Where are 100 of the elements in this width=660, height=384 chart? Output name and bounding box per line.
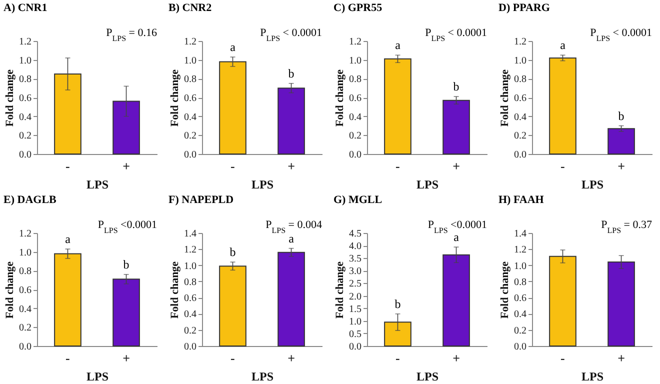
annotation: b [230, 245, 236, 260]
y-tick-label: 0.6 [19, 285, 32, 296]
y-tick-label: 0.6 [184, 93, 196, 104]
x-axis-title: LPS [86, 178, 109, 192]
annotation: a [560, 38, 566, 52]
y-tick-label: 2.0 [349, 291, 362, 302]
x-axis-title: LPS [416, 370, 439, 384]
y-axis-title: Fold change [334, 261, 346, 319]
y-tick-label: 1.2 [184, 36, 196, 48]
y-tick-label: 1.0 [19, 247, 32, 258]
annotation: b [123, 257, 130, 272]
x-axis-title: LPS [581, 178, 604, 192]
x-tick-label: - [66, 350, 70, 366]
y-tick-label: 3.5 [349, 254, 362, 265]
y-tick-label: 0.8 [19, 266, 32, 278]
x-tick-label: + [452, 158, 460, 174]
x-axis-title: LPS [86, 370, 109, 384]
x-axis-title: LPS [581, 370, 604, 384]
annotation: a [65, 232, 72, 246]
y-tick-label: 0.2 [19, 130, 32, 142]
y-tick-label: 0.4 [514, 309, 526, 320]
y-axis-title: Fold change [4, 69, 16, 127]
x-tick-label: + [288, 350, 295, 366]
annotation: b [618, 108, 624, 123]
y-tick-label: 1.4 [184, 228, 196, 240]
annotation: b [394, 296, 401, 311]
x-tick-label: - [396, 158, 400, 174]
chart-title: E) DAGLB [4, 194, 58, 206]
x-tick-label: + [452, 350, 460, 366]
y-tick-label: 1.0 [349, 316, 362, 328]
y-tick-label: 0.0 [184, 342, 196, 352]
y-tick-label: 1.4 [514, 228, 526, 240]
y-tick-label: 0.6 [349, 93, 362, 104]
y-tick-label: 0.2 [184, 130, 196, 142]
x-tick-label: - [230, 350, 235, 366]
y-tick-label: 0.6 [184, 293, 196, 304]
y-axis-title: Fold change [4, 261, 16, 319]
y-tick-label: 0.0 [349, 342, 362, 352]
x-axis-title: LPS [416, 178, 439, 192]
y-tick-label: 1.0 [184, 260, 196, 272]
y-tick-label: 0.4 [19, 112, 32, 123]
y-tick-label: 0.5 [349, 328, 362, 340]
y-tick-label: 2.5 [349, 278, 362, 290]
annotation: a [230, 40, 236, 54]
chart-title: A) CNR1 [4, 2, 48, 14]
y-tick-label: 0.4 [349, 112, 362, 123]
x-tick-label: - [396, 350, 400, 366]
y-tick-label: 1.0 [349, 55, 362, 66]
y-tick-label: 0.8 [19, 74, 32, 86]
y-tick-label: 0.2 [349, 130, 362, 142]
y-tick-label: 0.2 [19, 322, 32, 334]
y-tick-label: 1.2 [19, 36, 32, 48]
y-tick-label: 1.2 [184, 244, 196, 256]
y-tick-label: 0.2 [514, 325, 526, 336]
annotation: P$_{LPS}$ = 0.16 [106, 27, 158, 42]
y-tick-label: 0.4 [19, 304, 32, 315]
x-tick-label: + [122, 158, 130, 174]
y-tick-label: 1.0 [514, 55, 526, 66]
y-tick-label: 0.4 [184, 309, 196, 320]
x-axis-title: LPS [251, 178, 274, 192]
y-tick-label: 0.0 [19, 342, 32, 352]
annotation: b [453, 80, 460, 94]
chart-title: B) CNR2 [168, 2, 212, 14]
x-tick-label: + [122, 350, 130, 366]
y-tick-label: 0.0 [184, 150, 196, 160]
y-tick-label: 0.0 [514, 342, 526, 352]
y-tick-label: 0.0 [19, 150, 32, 160]
y-tick-label: 1.0 [514, 260, 526, 272]
y-tick-label: 0.8 [514, 276, 526, 288]
y-axis-title: Fold change [334, 69, 346, 127]
y-tick-label: 0.8 [349, 74, 362, 86]
y-tick-label: 4.5 [349, 228, 362, 240]
y-tick-label: 1.2 [514, 244, 526, 256]
y-tick-label: 0.6 [19, 93, 32, 104]
y-tick-label: 1.2 [349, 36, 362, 48]
annotation: a [395, 38, 402, 52]
y-tick-label: 0.4 [184, 112, 196, 123]
annotation: P$_{LPS}$ < 0.0001 [260, 27, 322, 42]
chart-title: F) NAPEPLD [168, 194, 234, 206]
y-tick-label: 0.8 [184, 276, 196, 288]
x-tick-label: - [230, 158, 235, 174]
x-tick-label: - [560, 158, 565, 174]
chart-title: H) FAAH [498, 194, 544, 206]
y-tick-label: 0.6 [514, 293, 526, 304]
y-tick-label: 1.5 [349, 304, 362, 315]
y-tick-label: 1.0 [184, 55, 196, 66]
y-tick-label: 0.4 [514, 112, 526, 123]
x-tick-label: + [288, 158, 295, 174]
annotation: P$_{LPS}$ < 0.0001 [425, 27, 487, 42]
annotation: P$_{LPS}$ <0.0001 [98, 219, 157, 234]
annotation: P$_{LPS}$ = 0.37 [601, 219, 652, 234]
y-tick-label: 3.0 [349, 266, 362, 278]
y-tick-label: 0.8 [184, 74, 196, 86]
y-tick-label: 0.8 [514, 74, 526, 86]
y-tick-label: 1.0 [19, 55, 32, 66]
x-tick-label: + [618, 350, 625, 366]
y-tick-label: 0.2 [514, 130, 526, 142]
x-tick-label: - [560, 350, 565, 366]
y-tick-label: 4.0 [349, 241, 362, 252]
x-axis-title: LPS [251, 370, 274, 384]
